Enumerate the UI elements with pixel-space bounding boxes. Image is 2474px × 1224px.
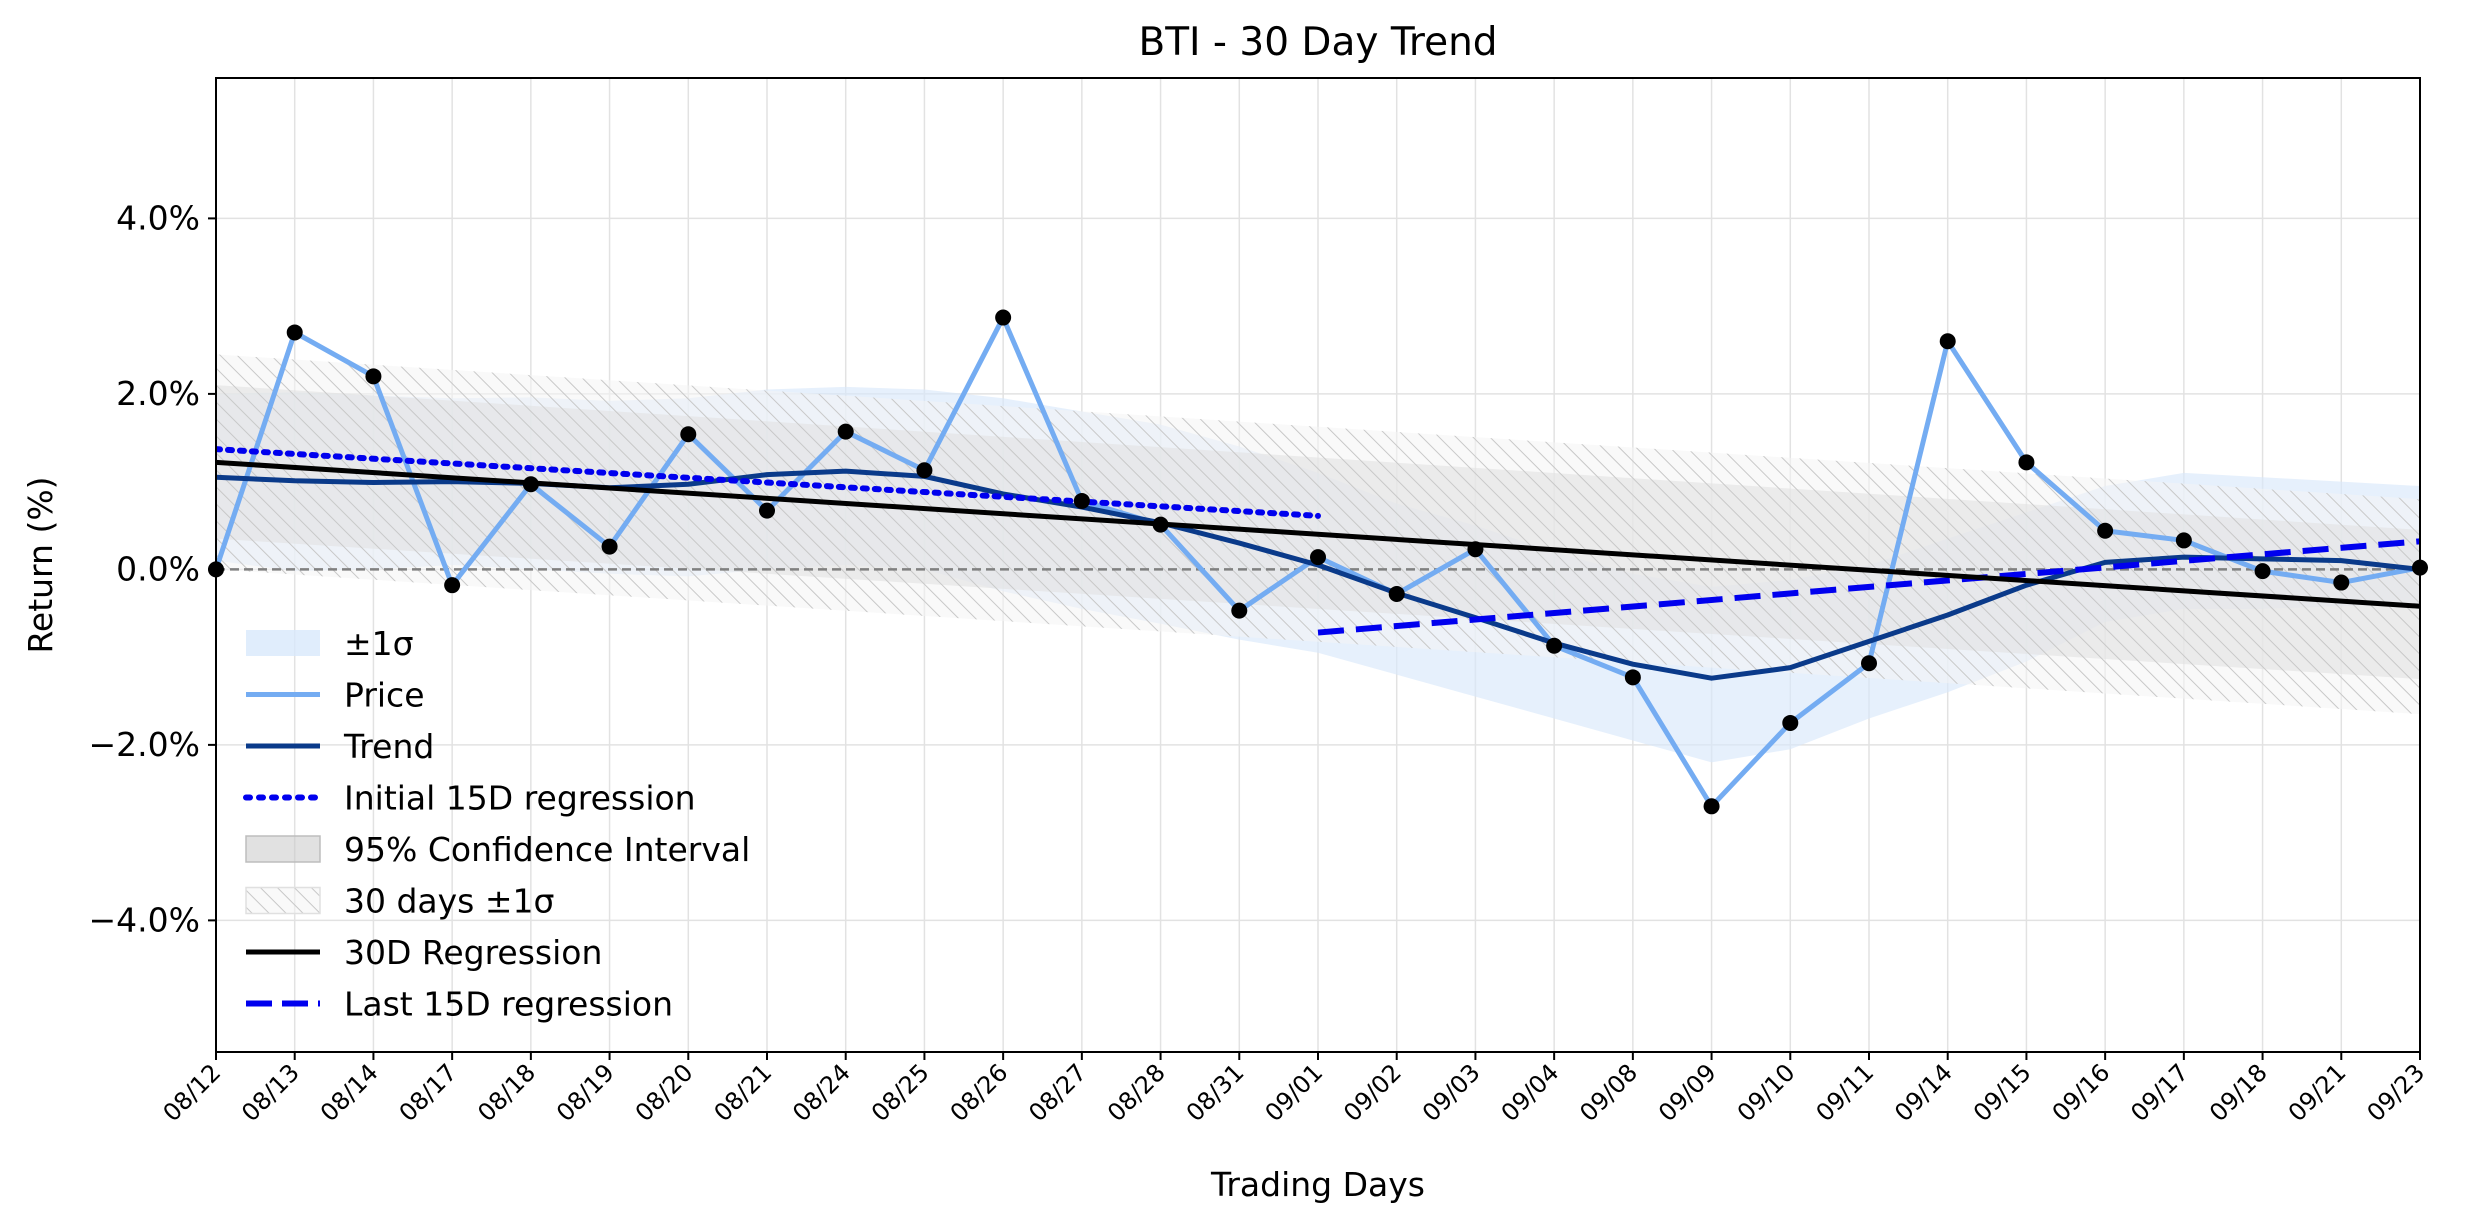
x-tick-label: 08/19 xyxy=(551,1058,620,1127)
y-axis-ticks: −4.0% −2.0% 0.0% 2.0% 4.0% xyxy=(89,198,216,939)
price-point xyxy=(2333,574,2350,591)
price-point xyxy=(1310,549,1326,566)
legend-label: 95% Confidence Interval xyxy=(344,830,750,869)
x-tick-label: 08/18 xyxy=(472,1058,541,1127)
price-point xyxy=(2097,522,2114,539)
x-tick-label: 08/20 xyxy=(630,1058,699,1127)
price-point xyxy=(2175,532,2192,549)
x-tick-label: 08/25 xyxy=(866,1058,935,1127)
x-tick-label: 08/31 xyxy=(1181,1058,1250,1127)
price-point xyxy=(522,476,539,493)
chart-title: BTI - 30 Day Trend xyxy=(1138,20,1497,65)
legend-label: Initial 15D regression xyxy=(344,779,696,818)
price-point xyxy=(286,324,303,341)
price-point xyxy=(837,423,854,440)
x-tick-label: 08/13 xyxy=(236,1058,305,1127)
y-axis-label: Return (%) xyxy=(21,476,60,653)
series-line-last-15d-regression xyxy=(1317,538,2420,636)
x-tick-label: 09/17 xyxy=(2125,1058,2194,1127)
price-point xyxy=(444,577,461,594)
price-point xyxy=(2254,563,2271,580)
price-markers xyxy=(208,309,2428,815)
y-tick-label: 0.0% xyxy=(116,549,200,588)
legend-swatch xyxy=(245,886,321,915)
legend-label: Last 15D regression xyxy=(344,985,673,1024)
x-axis-label: Trading Days xyxy=(1210,1165,1425,1204)
legend-swatch xyxy=(245,835,321,863)
x-tick-label: 09/23 xyxy=(2362,1058,2431,1127)
price-point xyxy=(1703,798,1720,815)
x-tick-label: 08/21 xyxy=(709,1058,778,1127)
legend-item: 30D Regression xyxy=(246,933,602,972)
price-point xyxy=(680,426,697,443)
price-point xyxy=(601,538,618,555)
legend-label: ±1σ xyxy=(344,624,414,663)
y-tick-label: −4.0% xyxy=(89,900,201,939)
x-tick-label: 09/08 xyxy=(1574,1058,1643,1127)
price-point xyxy=(1073,492,1090,509)
legend-label: Trend xyxy=(343,727,434,766)
x-tick-label: 08/26 xyxy=(945,1058,1014,1127)
legend-item: ±1σ xyxy=(246,624,414,663)
price-point xyxy=(916,462,933,479)
x-tick-label: 09/15 xyxy=(1968,1058,2037,1127)
x-tick-label: 09/01 xyxy=(1260,1058,1329,1127)
legend-item: Price xyxy=(246,676,425,715)
x-tick-label: 08/12 xyxy=(158,1058,227,1127)
x-tick-label: 09/14 xyxy=(1889,1058,1958,1127)
legend-label: 30D Regression xyxy=(344,933,602,972)
price-point xyxy=(1861,655,1877,672)
x-axis-ticks: 08/12 08/13 08/14 08/17 08/18 08/19 08/20 08/21… xyxy=(158,1052,2431,1127)
x-tick-label: 09/09 xyxy=(1653,1058,1722,1127)
price-point xyxy=(1152,516,1169,533)
price-point xyxy=(1624,669,1641,686)
x-tick-label: 09/16 xyxy=(2047,1058,2116,1127)
x-tick-label: 08/24 xyxy=(787,1058,856,1127)
legend-item: Last 15D regression xyxy=(246,985,673,1024)
y-tick-label: 4.0% xyxy=(116,198,200,237)
x-tick-label: 09/04 xyxy=(1496,1058,1565,1127)
price-point xyxy=(1231,602,1248,619)
price-point xyxy=(365,368,382,385)
legend-swatch xyxy=(246,630,320,656)
price-point xyxy=(1939,333,1956,350)
x-tick-label: 08/14 xyxy=(315,1058,384,1127)
legend: ±1σ Price Trend Initial 15D regression 95% C… xyxy=(243,624,750,1024)
legend-item: 30 days ±1σ xyxy=(245,882,554,921)
x-tick-label: 08/28 xyxy=(1102,1058,1171,1127)
x-tick-label: 09/11 xyxy=(1811,1058,1880,1127)
price-point xyxy=(2018,454,2035,471)
price-point xyxy=(759,502,775,519)
x-tick-label: 09/21 xyxy=(2283,1058,2352,1127)
price-point xyxy=(1388,585,1405,602)
legend-label: Price xyxy=(344,676,425,715)
x-tick-label: 09/02 xyxy=(1338,1058,1407,1127)
y-tick-label: 2.0% xyxy=(116,374,200,413)
x-tick-label: 09/03 xyxy=(1417,1058,1486,1127)
legend-item: Trend xyxy=(246,727,434,766)
x-tick-label: 08/27 xyxy=(1023,1058,1092,1127)
price-point xyxy=(1546,637,1563,654)
y-tick-label: −2.0% xyxy=(89,725,201,764)
series-line-initial-15d-regression xyxy=(216,446,1321,519)
price-point xyxy=(1467,541,1484,558)
series-line-30d-regression xyxy=(216,459,2420,609)
price-point xyxy=(995,309,1012,326)
x-tick-label: 09/10 xyxy=(1732,1058,1801,1127)
legend-label: 30 days ±1σ xyxy=(344,882,554,921)
legend-item: 95% Confidence Interval xyxy=(245,830,750,869)
x-tick-label: 08/17 xyxy=(394,1058,463,1127)
x-tick-label: 09/18 xyxy=(2204,1058,2273,1127)
price-point xyxy=(1782,714,1799,731)
legend-item: Initial 15D regression xyxy=(243,779,696,818)
